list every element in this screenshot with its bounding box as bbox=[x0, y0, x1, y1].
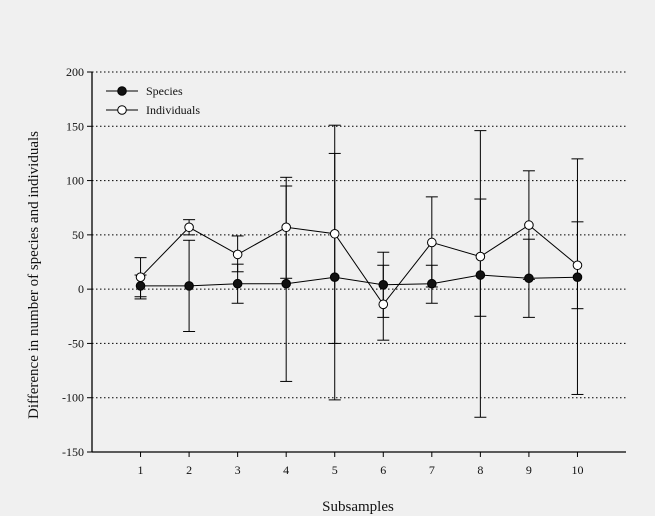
data-point-individuals bbox=[281, 222, 291, 233]
series-line-species bbox=[140, 274, 578, 287]
legend-marker-individuals bbox=[117, 105, 127, 115]
y-tick-label: -100 bbox=[62, 391, 84, 405]
x-axis-title: Subsamples bbox=[322, 499, 394, 515]
y-tick-label: -50 bbox=[68, 336, 84, 350]
data-point-individuals bbox=[524, 220, 534, 230]
data-point-species bbox=[184, 281, 194, 291]
data-point-individuals bbox=[329, 228, 340, 239]
data-point-species bbox=[572, 272, 583, 283]
data-point-individuals bbox=[475, 251, 486, 262]
data-point-individuals bbox=[378, 299, 389, 310]
x-tick-label: 6 bbox=[380, 463, 386, 477]
data-point-species bbox=[427, 278, 437, 289]
y-tick-label: 200 bbox=[66, 65, 84, 79]
x-tick-label: 3 bbox=[235, 463, 241, 477]
x-tick-label: 5 bbox=[332, 463, 338, 477]
x-tick-label: 1 bbox=[138, 463, 144, 477]
x-tick-label: 8 bbox=[477, 463, 483, 477]
y-tick-label: 50 bbox=[72, 228, 84, 242]
y-tick-label: 100 bbox=[66, 174, 84, 188]
y-axis-title: Difference in number of species and indi… bbox=[26, 131, 42, 419]
y-tick-label: 150 bbox=[66, 119, 84, 133]
x-tick-label: 7 bbox=[429, 463, 435, 477]
data-point-species bbox=[281, 278, 291, 289]
data-point-individuals bbox=[232, 249, 243, 260]
data-point-species bbox=[524, 273, 534, 284]
data-point-individuals bbox=[427, 237, 437, 248]
data-point-species bbox=[378, 280, 389, 290]
x-tick-label: 10 bbox=[571, 463, 583, 477]
x-tick-label: 2 bbox=[186, 463, 192, 477]
data-point-species bbox=[232, 278, 243, 289]
data-point-species bbox=[135, 281, 146, 291]
data-point-species bbox=[475, 270, 486, 280]
data-point-individuals bbox=[184, 222, 194, 233]
data-point-individuals bbox=[135, 272, 146, 283]
y-tick-label: -150 bbox=[62, 445, 84, 459]
legend-label-species: Species bbox=[146, 84, 183, 98]
x-tick-label: 4 bbox=[283, 463, 289, 477]
data-point-species bbox=[329, 272, 340, 283]
data-point-individuals bbox=[572, 260, 583, 271]
series-line-individuals bbox=[140, 224, 578, 306]
legend-label-individuals: Individuals bbox=[146, 103, 200, 117]
legend-marker-species bbox=[117, 86, 127, 96]
y-tick-label: 0 bbox=[78, 282, 84, 296]
x-tick-label: 9 bbox=[526, 463, 532, 477]
plot-area bbox=[92, 72, 626, 452]
